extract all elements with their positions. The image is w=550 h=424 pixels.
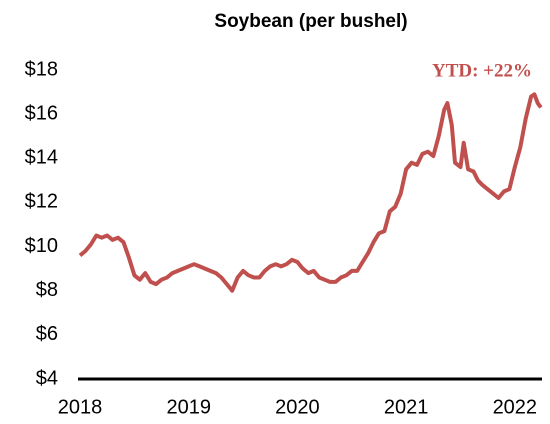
y-tick-label: $8 — [36, 279, 58, 301]
x-tick-label: 2022 — [493, 396, 538, 418]
y-tick-label: $4 — [36, 367, 58, 389]
x-tick-label: 2019 — [166, 396, 211, 418]
annotation: YTD: +22% — [432, 60, 532, 81]
y-tick-label: $16 — [25, 102, 58, 124]
price-line — [78, 92, 543, 293]
x-tick-label: 2020 — [275, 396, 320, 418]
y-tick-label: $12 — [25, 191, 58, 213]
y-tick-label: $10 — [25, 235, 58, 257]
y-tick-label: $18 — [25, 58, 58, 80]
chart-title: Soybean (per bushel) — [214, 11, 407, 32]
x-tick-label: 2018 — [58, 396, 103, 418]
x-tick-label: 2021 — [384, 396, 429, 418]
y-tick-label: $14 — [25, 147, 58, 169]
y-tick-label: $6 — [36, 323, 58, 345]
